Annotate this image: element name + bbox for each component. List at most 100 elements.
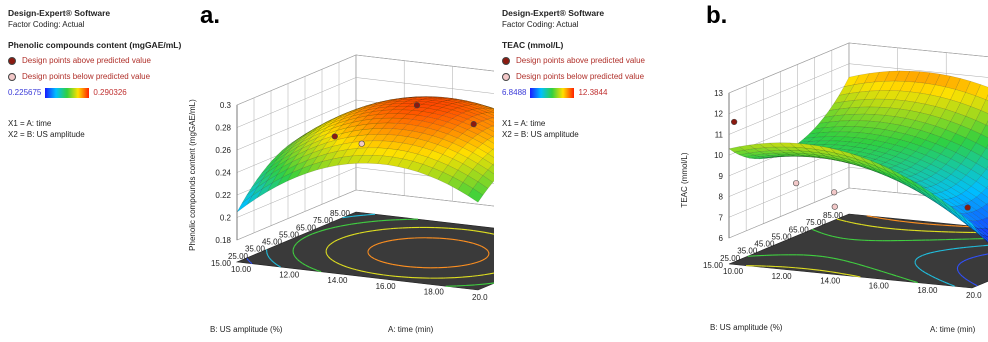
surface-facet xyxy=(970,163,987,176)
surface-facet xyxy=(905,184,922,194)
surface-facet xyxy=(874,121,891,130)
contour-line xyxy=(917,222,924,225)
surface-facet xyxy=(456,112,473,120)
contour-line xyxy=(861,223,867,226)
surface-facet xyxy=(412,125,428,134)
surface-facet xyxy=(361,108,378,114)
contour-line xyxy=(462,275,471,278)
surface-facet xyxy=(864,90,880,100)
contour-line xyxy=(335,225,341,228)
surface-facet xyxy=(347,155,363,165)
surface-facet xyxy=(477,120,493,129)
contour-line xyxy=(836,218,842,221)
y-tick-label: 25.00 xyxy=(720,254,741,263)
contour-line xyxy=(935,277,940,281)
surface-facet xyxy=(381,106,398,111)
contour-line xyxy=(843,237,849,240)
surface-facet xyxy=(417,164,433,176)
contour-line xyxy=(966,246,974,248)
contour-line xyxy=(363,221,371,224)
surface-facet xyxy=(316,122,332,133)
contour-line xyxy=(272,260,275,264)
contour-line xyxy=(375,242,380,246)
x-tick-label: 14.00 xyxy=(820,277,841,286)
surface-facet xyxy=(321,151,338,162)
contour-line xyxy=(484,273,491,276)
contour-line xyxy=(350,233,355,236)
contour-line xyxy=(382,241,386,243)
response-label: TEAC (mmol/L) xyxy=(502,40,564,50)
surface-facet xyxy=(879,129,896,138)
surface-facet xyxy=(880,164,897,176)
surface-facet xyxy=(276,144,292,156)
legend-above: Design points above predicted value xyxy=(8,55,188,66)
x-tick-label: 10.00 xyxy=(231,265,252,274)
z-tick-label: 13 xyxy=(714,89,723,98)
contour-line xyxy=(467,229,474,232)
surface-facet xyxy=(945,158,962,170)
y-tick-label: 55.00 xyxy=(772,232,793,241)
surface-facet xyxy=(316,158,333,171)
surface-facet xyxy=(337,155,353,166)
surface-facet xyxy=(442,165,459,178)
contour-line xyxy=(249,261,252,264)
contour-line xyxy=(477,274,484,277)
surface-facet xyxy=(431,109,448,116)
surface-facet xyxy=(491,108,494,110)
surface-facet xyxy=(427,167,444,180)
contour-line xyxy=(945,248,953,251)
contour-line xyxy=(959,261,963,265)
contour-line xyxy=(346,234,351,237)
contour-line xyxy=(329,258,333,261)
contour-line xyxy=(813,268,820,271)
y-axis-label: B: US amplitude (%) xyxy=(210,325,283,334)
surface-facet xyxy=(875,165,892,176)
contour-line xyxy=(299,261,303,264)
surface-facet xyxy=(838,84,855,96)
contour-line xyxy=(293,246,295,249)
surface-facet xyxy=(492,125,494,128)
surface-facet xyxy=(874,71,890,83)
contour-line xyxy=(930,251,935,254)
contour-line xyxy=(908,279,911,281)
contour-line xyxy=(326,246,329,249)
surface-facet xyxy=(789,154,805,157)
contour-line xyxy=(830,271,837,274)
surface-facet xyxy=(402,124,418,132)
surface-facet xyxy=(748,143,765,149)
contour-line xyxy=(841,219,847,222)
contour-line xyxy=(915,265,918,268)
surface-facet xyxy=(421,116,438,124)
contour-line xyxy=(339,237,344,240)
surface-facet xyxy=(738,152,755,157)
surface-facet xyxy=(351,115,368,123)
contour-line xyxy=(246,258,249,261)
contour-line xyxy=(882,218,888,220)
y-tick-label: 35.00 xyxy=(737,247,758,256)
contour-line xyxy=(471,262,477,265)
contour-line xyxy=(452,238,459,241)
surface-facet xyxy=(833,120,850,128)
surface-facet xyxy=(985,94,988,101)
surface-facet xyxy=(296,143,313,156)
surface-facet xyxy=(256,165,272,180)
below-dot-icon xyxy=(8,72,16,81)
contour-line xyxy=(822,255,828,258)
y-tick-label: 35.00 xyxy=(245,245,266,254)
surface-facet xyxy=(859,148,876,155)
surface-facet xyxy=(799,143,816,150)
surface-facet xyxy=(266,167,283,182)
contour-line xyxy=(483,247,486,249)
contour-line xyxy=(883,227,890,229)
contour-line xyxy=(911,221,918,224)
surface-facet xyxy=(784,152,800,156)
contour-line xyxy=(913,280,918,284)
contour-line xyxy=(914,259,917,262)
contour-line xyxy=(891,273,897,277)
plot-group: 10.0012.0014.0016.0018.0020.085.0075.006… xyxy=(680,42,988,334)
design-point xyxy=(331,133,338,140)
contour-line xyxy=(967,279,971,283)
contour-line xyxy=(487,251,490,254)
contour-line xyxy=(372,244,377,247)
contour-line xyxy=(893,219,900,222)
